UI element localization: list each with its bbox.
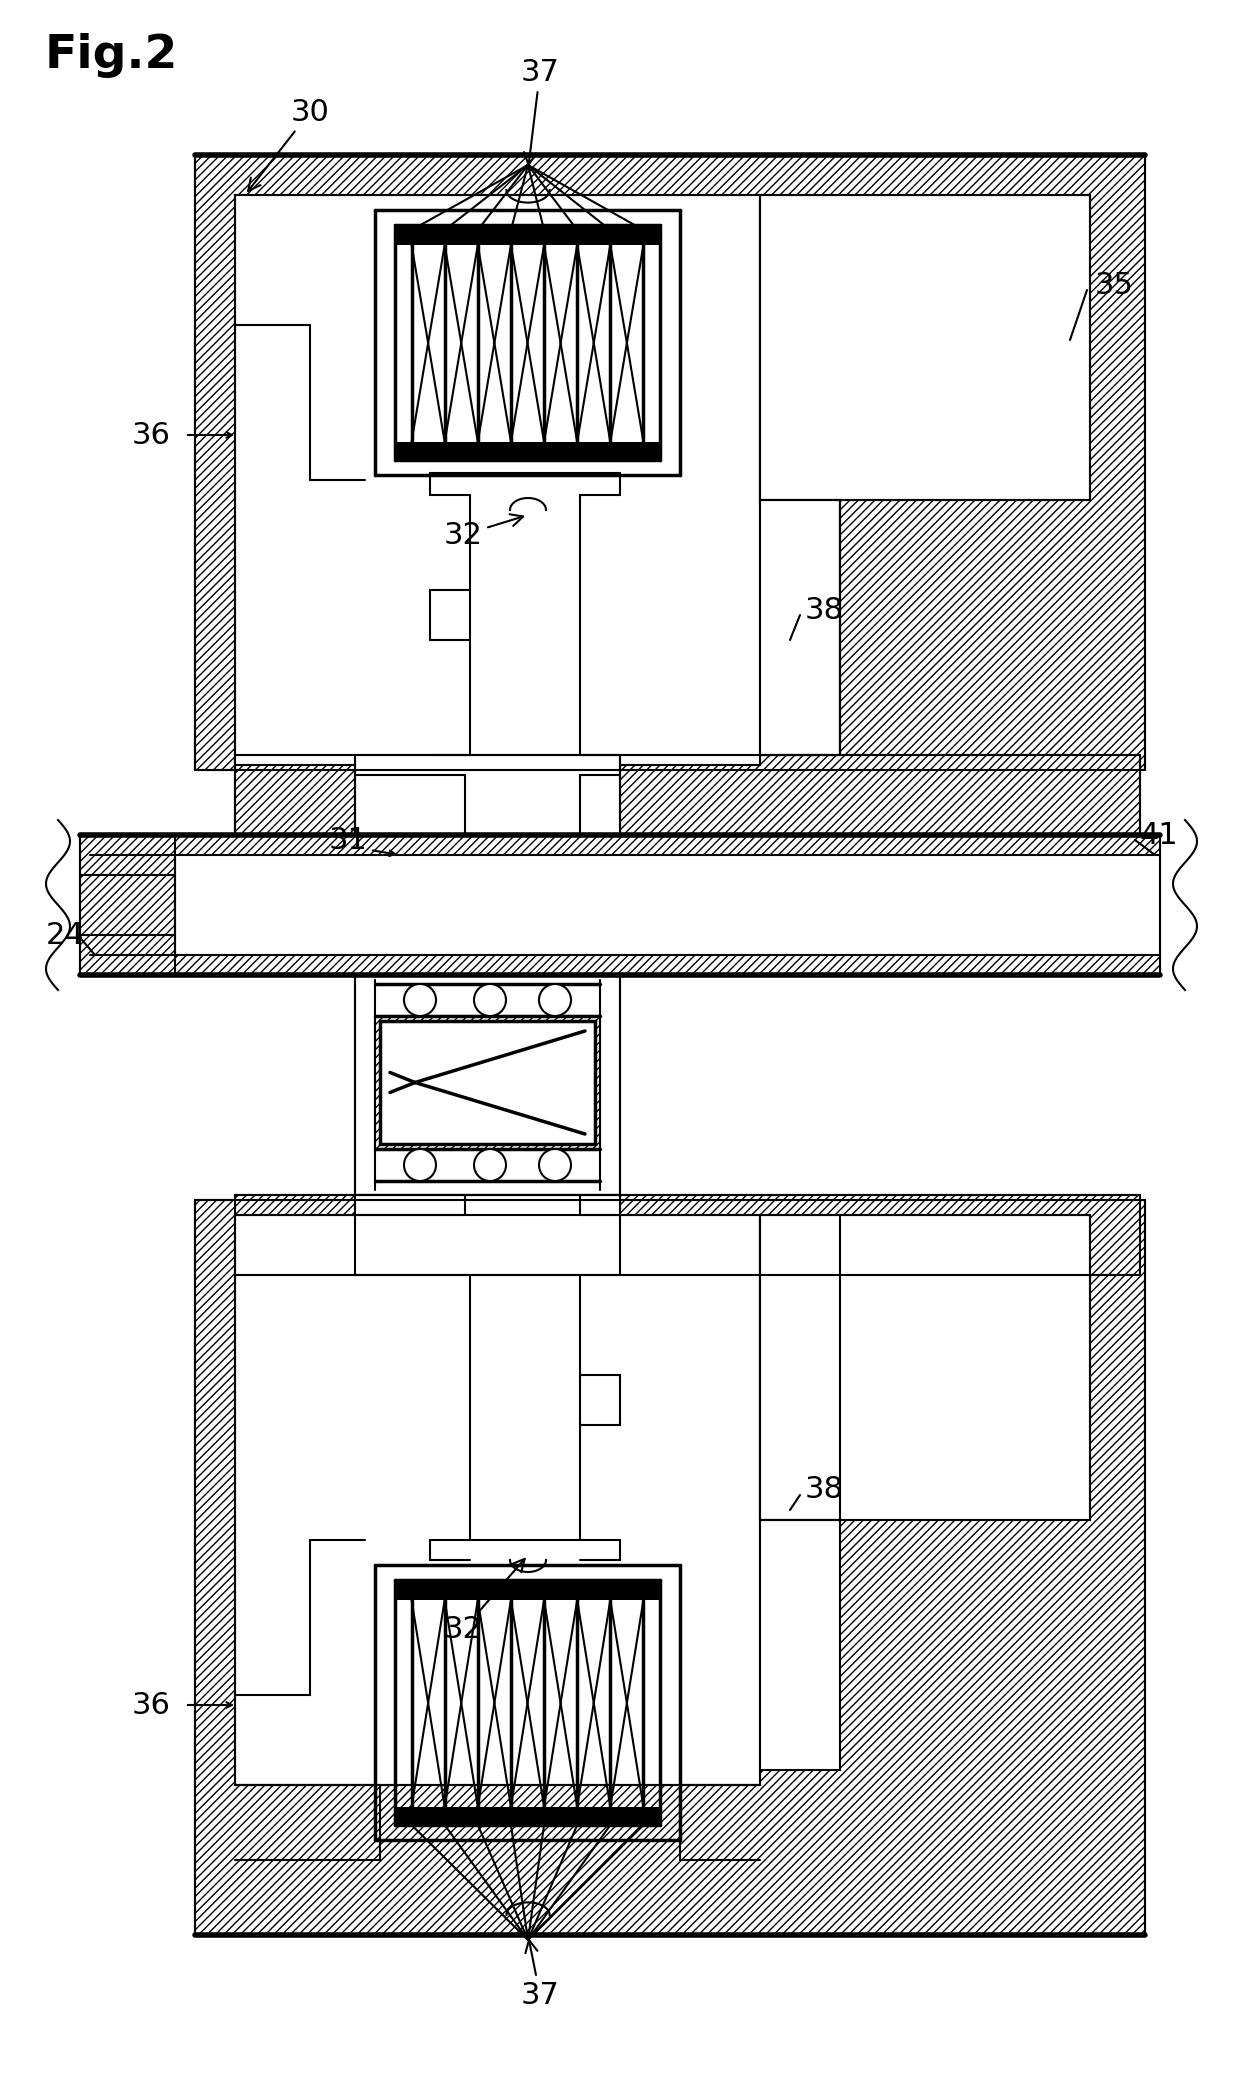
Bar: [81, 836, 1159, 975]
Circle shape: [539, 1149, 570, 1180]
Text: 36: 36: [131, 421, 170, 450]
Bar: [760, 1520, 839, 1769]
Circle shape: [474, 983, 506, 1016]
Text: 32: 32: [444, 514, 523, 550]
Bar: [355, 1195, 620, 1276]
Text: 35: 35: [1095, 270, 1133, 299]
Text: 32: 32: [444, 1560, 525, 1645]
Text: 41: 41: [1140, 821, 1179, 850]
Bar: [374, 1016, 600, 1149]
Bar: [355, 755, 620, 836]
Circle shape: [404, 983, 436, 1016]
Circle shape: [539, 983, 570, 1016]
Text: 38: 38: [805, 595, 844, 624]
Bar: [236, 195, 760, 765]
Bar: [195, 1201, 1145, 1935]
Bar: [236, 1195, 355, 1276]
Bar: [760, 195, 1090, 500]
Bar: [396, 1580, 660, 1599]
Circle shape: [474, 1149, 506, 1180]
Bar: [236, 755, 355, 836]
Bar: [760, 500, 839, 755]
Bar: [355, 975, 620, 1195]
Bar: [175, 854, 1159, 954]
Text: 37: 37: [521, 58, 559, 166]
Text: 30: 30: [248, 97, 330, 191]
Bar: [396, 442, 660, 460]
Text: 37: 37: [521, 1939, 559, 2010]
Text: Fig.2: Fig.2: [45, 33, 179, 77]
Bar: [195, 156, 1145, 769]
Bar: [760, 1215, 1090, 1520]
Bar: [396, 1806, 660, 1825]
Text: 36: 36: [131, 1690, 170, 1719]
Bar: [396, 224, 660, 245]
Text: 38: 38: [805, 1475, 844, 1504]
Bar: [620, 755, 1140, 836]
Bar: [236, 1215, 760, 1786]
Bar: [620, 1195, 1140, 1276]
Text: 31: 31: [329, 825, 367, 854]
Circle shape: [404, 1149, 436, 1180]
Text: 24: 24: [46, 921, 84, 950]
Bar: [379, 1020, 595, 1145]
